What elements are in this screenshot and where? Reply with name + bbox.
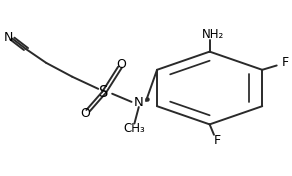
Text: F: F: [282, 56, 289, 69]
Text: O: O: [117, 58, 126, 71]
Text: F: F: [213, 134, 220, 147]
Text: O: O: [80, 108, 90, 121]
Text: NH₂: NH₂: [201, 28, 224, 41]
Text: N: N: [134, 96, 144, 109]
Text: S: S: [99, 85, 109, 100]
Text: CH₃: CH₃: [124, 122, 145, 135]
Text: N: N: [3, 31, 13, 44]
